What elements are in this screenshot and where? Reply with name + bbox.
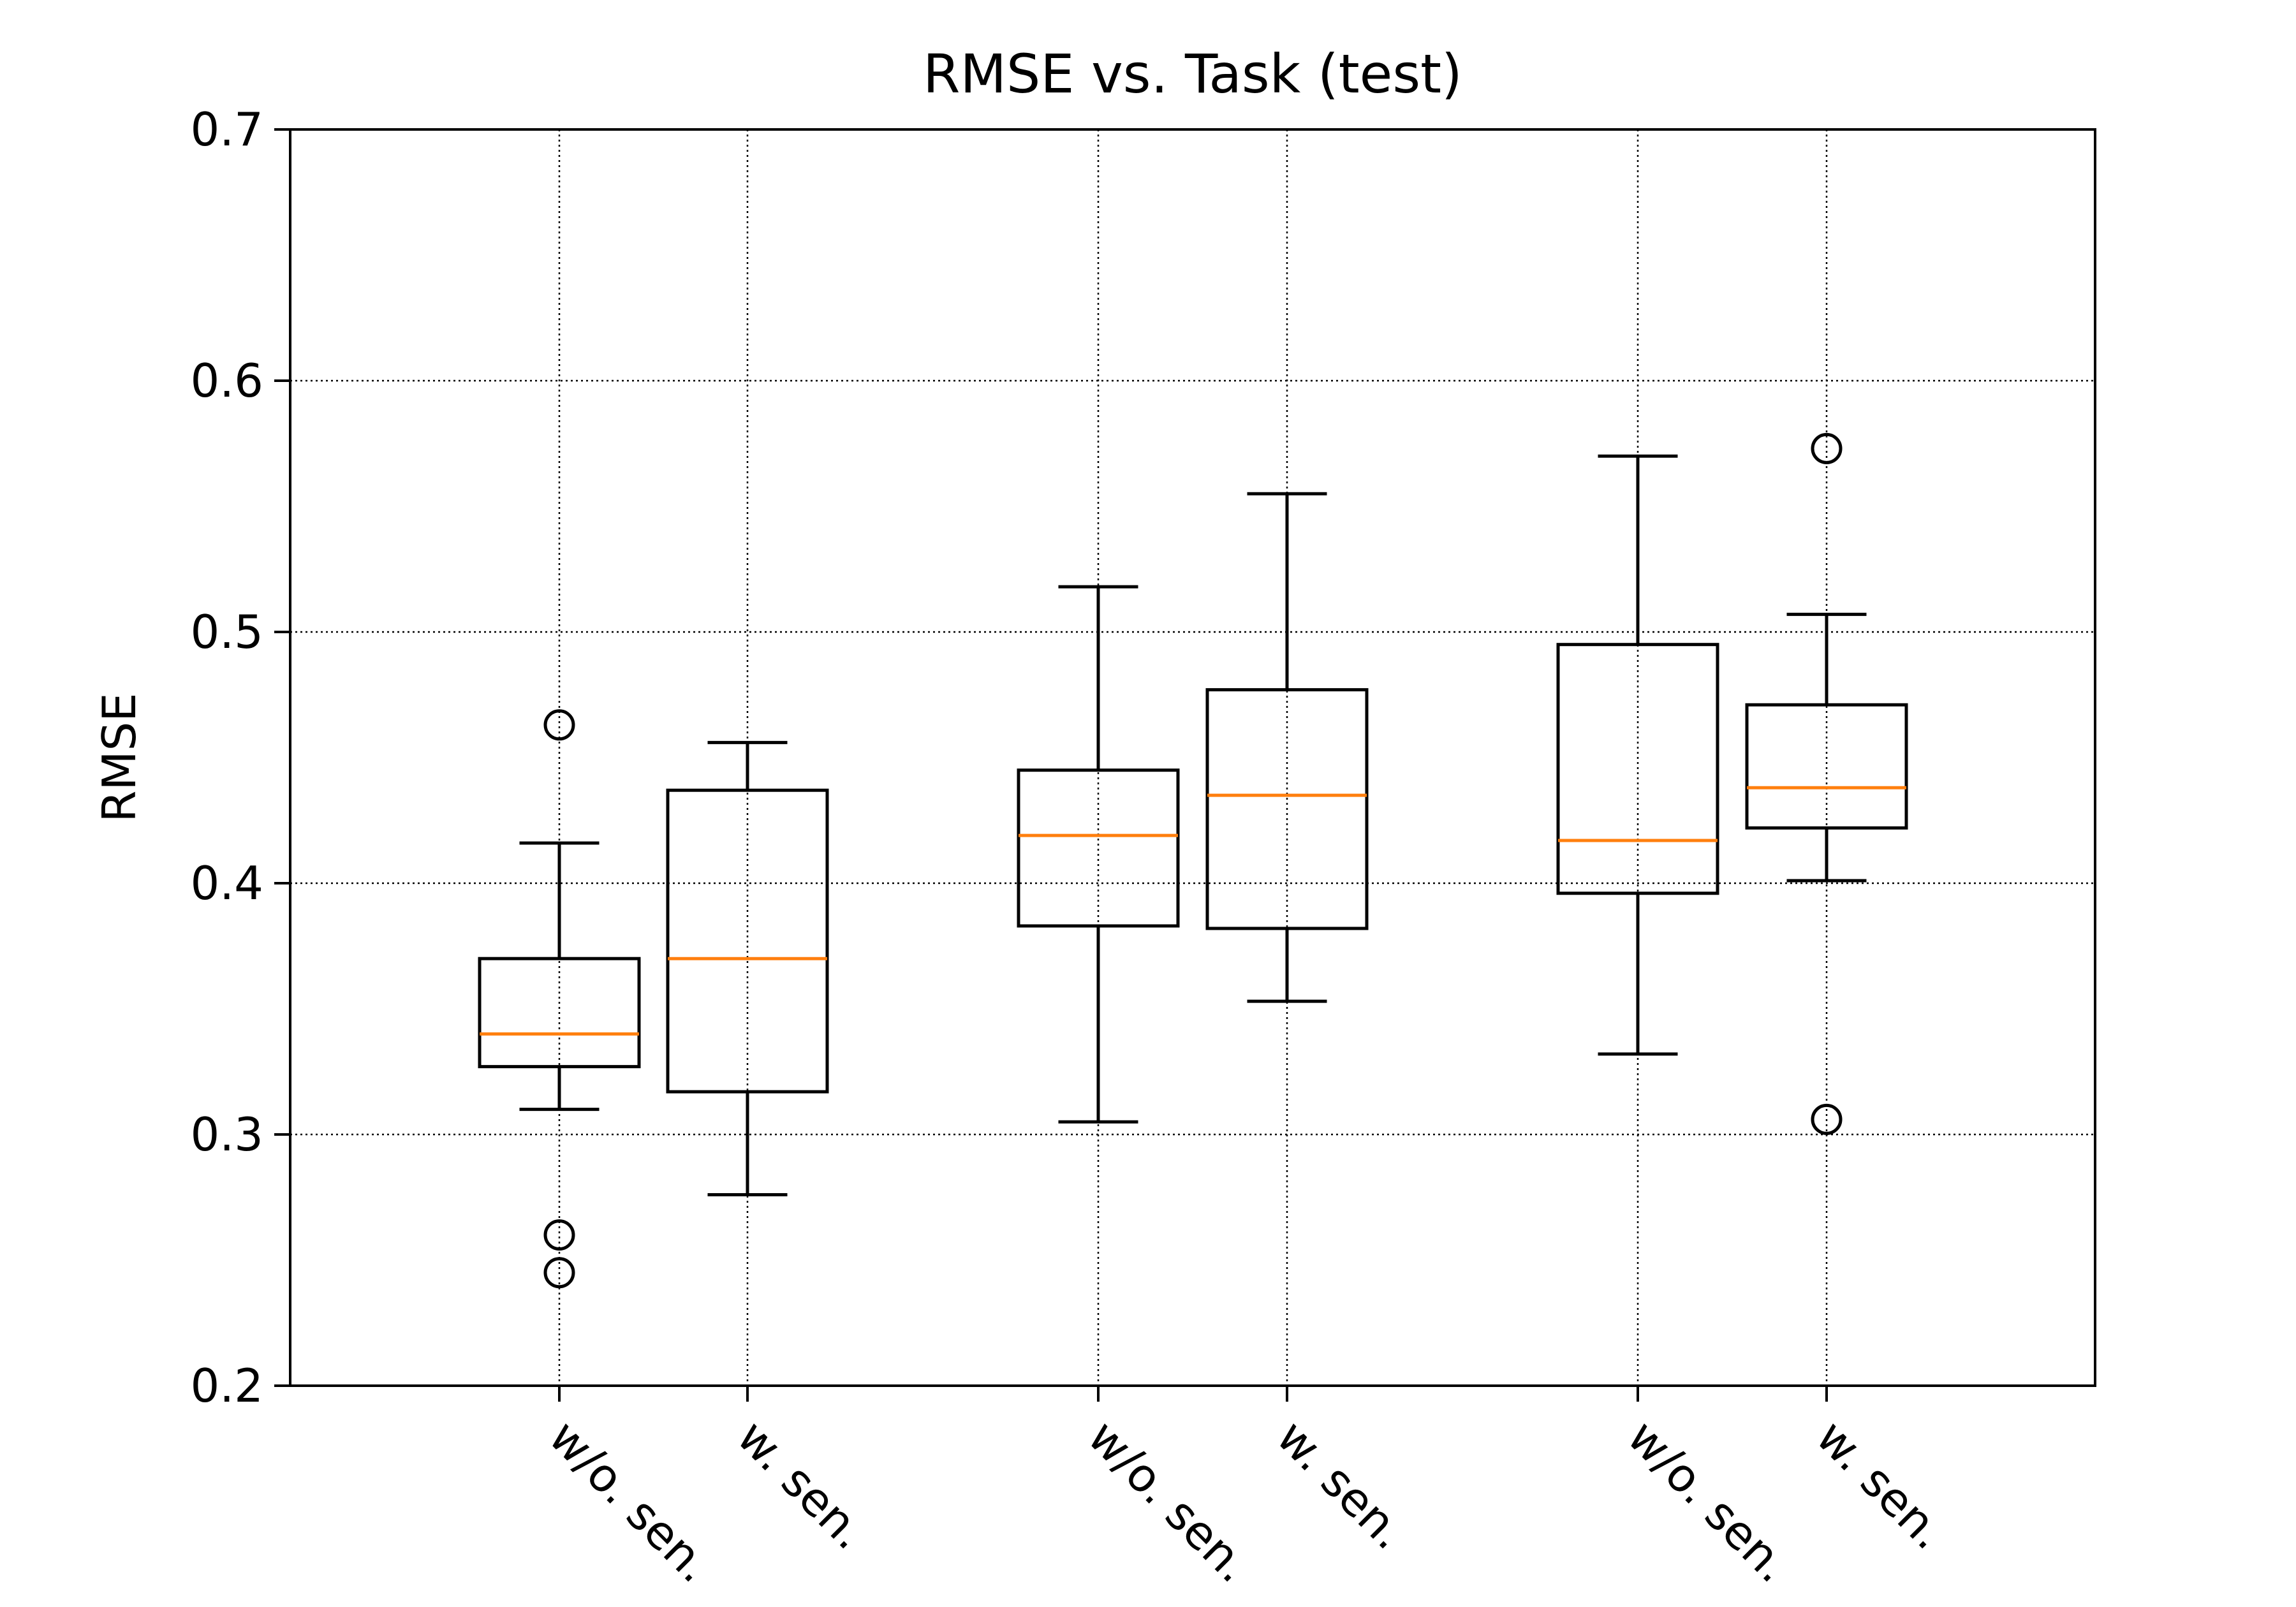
outlier-point <box>543 1219 575 1251</box>
box-4 <box>1205 492 1369 1003</box>
outlier-point <box>543 709 575 741</box>
y-tick-label: 0.2 <box>190 1359 263 1413</box>
y-tick-label: 0.3 <box>190 1108 263 1161</box>
box-5 <box>1556 454 1719 1056</box>
iqr-box <box>1745 703 1908 830</box>
box-layer <box>478 432 1908 1289</box>
box-1 <box>478 709 641 1289</box>
y-axis-label: RMSE <box>92 693 146 822</box>
chart-title: RMSE vs. Task (test) <box>923 43 1462 105</box>
outlier-point <box>1811 432 1843 464</box>
iqr-box <box>666 788 829 1094</box>
outlier-point <box>1811 1103 1843 1135</box>
iqr-box <box>478 957 641 1069</box>
box-6 <box>1745 432 1908 1135</box>
outlier-point <box>543 1257 575 1289</box>
box-2 <box>666 740 829 1197</box>
y-tick-label: 0.6 <box>190 354 263 407</box>
y-tick-label: 0.5 <box>190 605 263 659</box>
iqr-box <box>1556 643 1719 895</box>
box-3 <box>1017 585 1180 1124</box>
iqr-box <box>1205 688 1369 930</box>
y-tick-label: 0.4 <box>190 856 263 910</box>
y-tick-label: 0.7 <box>190 103 263 156</box>
plot-area-frame <box>289 128 2096 1387</box>
iqr-box <box>1017 768 1180 928</box>
